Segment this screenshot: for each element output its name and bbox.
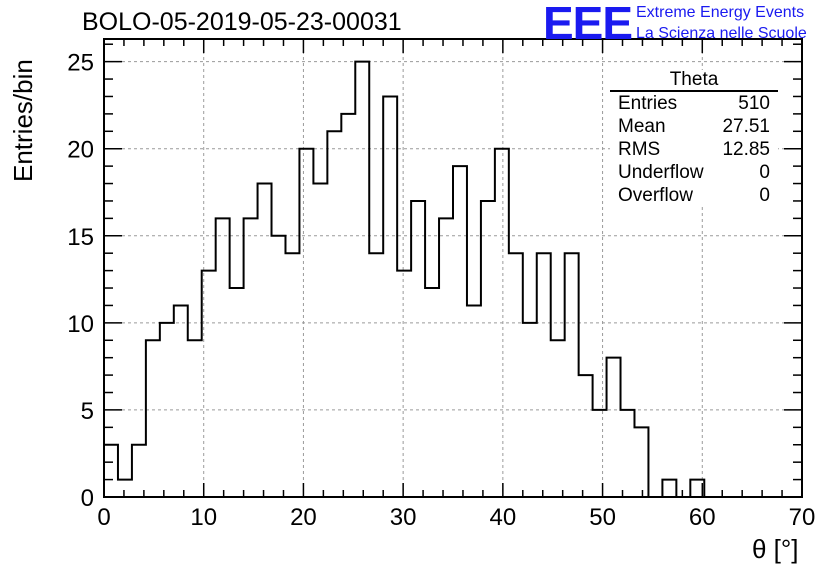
x-tick-label: 0 — [97, 504, 110, 531]
stats-value: 510 — [738, 93, 770, 114]
stats-value: 12.85 — [722, 139, 770, 160]
stats-row-overflow: Overflow 0 — [610, 184, 778, 207]
stats-box: Theta Entries 510 Mean 27.51 RMS 12.85 U… — [610, 70, 778, 207]
x-tick-label: 60 — [689, 504, 716, 531]
y-axis-label: Entries/bin — [8, 59, 38, 182]
x-tick-label: 30 — [390, 504, 417, 531]
eee-logo: EEE — [543, 0, 633, 49]
stats-label: Underflow — [618, 162, 704, 183]
logo-line-1: Extreme Energy Events — [636, 4, 805, 21]
axis-ticks — [103, 39, 803, 498]
x-tick-label: 10 — [190, 504, 217, 531]
stats-row-mean: Mean 27.51 — [610, 115, 778, 138]
y-tick-label: 5 — [81, 398, 94, 425]
stats-label: RMS — [618, 139, 661, 160]
y-tick-label: 20 — [67, 137, 94, 164]
x-tick-label: 50 — [589, 504, 616, 531]
x-axis-label: θ [°] — [752, 534, 799, 564]
stats-label: Overflow — [618, 185, 693, 206]
x-tick-label: 40 — [490, 504, 517, 531]
stats-row-underflow: Underflow 0 — [610, 161, 778, 184]
stats-row-rms: RMS 12.85 — [610, 138, 778, 161]
stats-value: 27.51 — [722, 116, 770, 137]
y-tick-label: 15 — [67, 224, 94, 251]
stats-label: Mean — [618, 116, 666, 137]
logo-line-2: La Scienza nelle Scuole — [636, 25, 807, 42]
histogram-line — [103, 60, 802, 498]
stats-value: 0 — [759, 185, 770, 206]
stats-label: Entries — [618, 93, 678, 114]
x-tick-label: 20 — [290, 504, 317, 531]
chart-title: BOLO-05-2019-05-23-00031 — [82, 8, 402, 36]
stats-title: Theta — [610, 70, 778, 92]
plot-frame — [103, 38, 803, 498]
y-tick-label: 10 — [67, 311, 94, 338]
grid-lines — [104, 39, 802, 497]
y-tick-label: 0 — [81, 485, 94, 512]
stats-value: 0 — [759, 162, 770, 183]
x-tick-label: 70 — [789, 504, 816, 531]
stats-row-entries: Entries 510 — [610, 92, 778, 115]
y-tick-label: 25 — [67, 50, 94, 77]
